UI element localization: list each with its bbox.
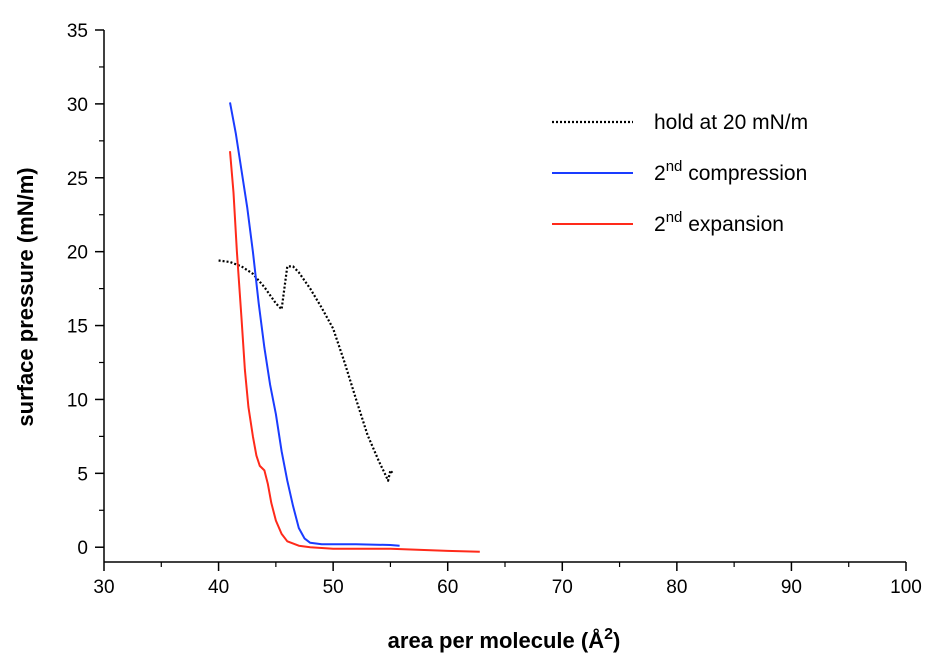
x-axis-title: area per molecule (Å2) <box>388 626 621 653</box>
x-tick-label: 70 <box>552 577 573 598</box>
x-tick-label: 100 <box>890 577 922 598</box>
y-tick-label: 35 <box>67 21 88 42</box>
series-layer <box>218 102 480 553</box>
y-tick-label: 10 <box>67 390 88 411</box>
legend-label-0: hold at 20 mN/m <box>654 111 808 134</box>
legend: hold at 20 mN/m 2nd compression 2nd expans… <box>552 111 808 236</box>
y-tick-label: 0 <box>77 538 88 559</box>
legend-label-2: 2nd expansion <box>654 209 784 236</box>
x-tick-label: 60 <box>437 577 458 598</box>
x-tick-label: 80 <box>666 577 687 598</box>
y-tick-label: 20 <box>67 243 88 264</box>
y-tick-label: 30 <box>67 95 88 116</box>
x-tick-label: 90 <box>781 577 802 598</box>
x-tick-label: 40 <box>208 577 229 598</box>
y-tick-label: 5 <box>77 464 88 485</box>
series-line-1 <box>229 102 400 547</box>
series-line-2 <box>229 151 480 553</box>
series-line-0 <box>218 259 394 482</box>
y-axis-title: surface pressure (mN/m) <box>13 167 38 426</box>
y-tick-label: 25 <box>67 169 88 190</box>
x-tick-label: 50 <box>323 577 344 598</box>
axes: 30 40 50 60 70 80 90 100 0 5 10 15 20 25 30 35 <box>67 21 922 598</box>
y-tick-label: 15 <box>67 317 88 338</box>
x-tick-label: 30 <box>93 577 114 598</box>
legend-label-1: 2nd compression <box>654 158 807 185</box>
